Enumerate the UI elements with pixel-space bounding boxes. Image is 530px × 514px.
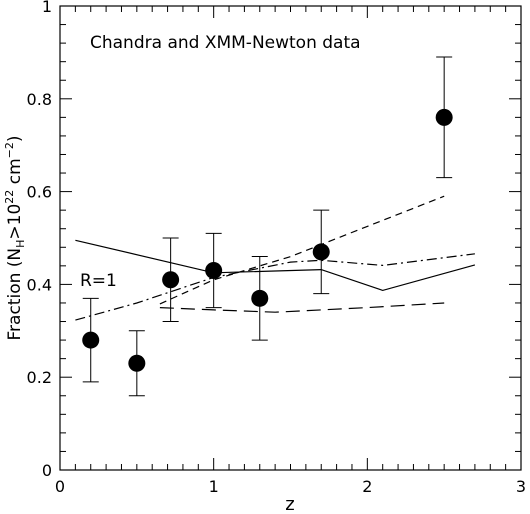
curve-longdash — [159, 302, 445, 313]
data-point — [251, 289, 269, 307]
data-point — [435, 108, 453, 126]
x-tick-label: 1 — [209, 477, 219, 496]
y-label-pre: Fraction (N — [5, 248, 25, 341]
curve-dashdot — [75, 253, 475, 321]
y-label-sup2: −2 — [3, 142, 16, 158]
x-tick-label: 3 — [516, 477, 526, 496]
x-axis-label: z — [285, 494, 294, 514]
data-point — [162, 271, 180, 289]
y-tick-label: 0 — [42, 461, 52, 480]
axis-labels: Chandra and XMM-Newton data R=1 z Fracti… — [3, 33, 361, 514]
y-label-mid: >10 — [5, 204, 25, 240]
data-point — [312, 243, 330, 261]
data-points — [82, 56, 453, 397]
annotation-text: Chandra and XMM-Newton data — [90, 33, 361, 53]
y-axis-label: Fraction (NH>1022 cm−2) — [3, 136, 27, 341]
curve-dashed — [159, 195, 445, 305]
y-tick-label: 0.4 — [27, 275, 52, 294]
y-tick-label: 1 — [42, 0, 52, 16]
y-tick-label: 0.6 — [27, 183, 52, 202]
y-tick-label: 0.8 — [27, 90, 52, 109]
data-point — [82, 331, 100, 349]
data-point — [205, 261, 223, 279]
y-label-sub: H — [14, 240, 27, 248]
data-point — [128, 354, 146, 372]
model-curves — [75, 195, 476, 321]
y-tick-label: 0.2 — [27, 368, 52, 387]
y-label-sup1: 22 — [3, 190, 16, 204]
plot-frame — [59, 5, 522, 471]
axis-ticks: 0 1 2 3 0 0.2 0.4 0.6 0.8 1 — [27, 0, 527, 496]
y-label-post: ) — [5, 136, 25, 143]
x-tick-label: 0 — [55, 477, 65, 496]
curve-label-r1: R=1 — [80, 271, 117, 291]
x-tick-label: 2 — [362, 477, 372, 496]
y-label-unit: cm — [5, 158, 25, 189]
